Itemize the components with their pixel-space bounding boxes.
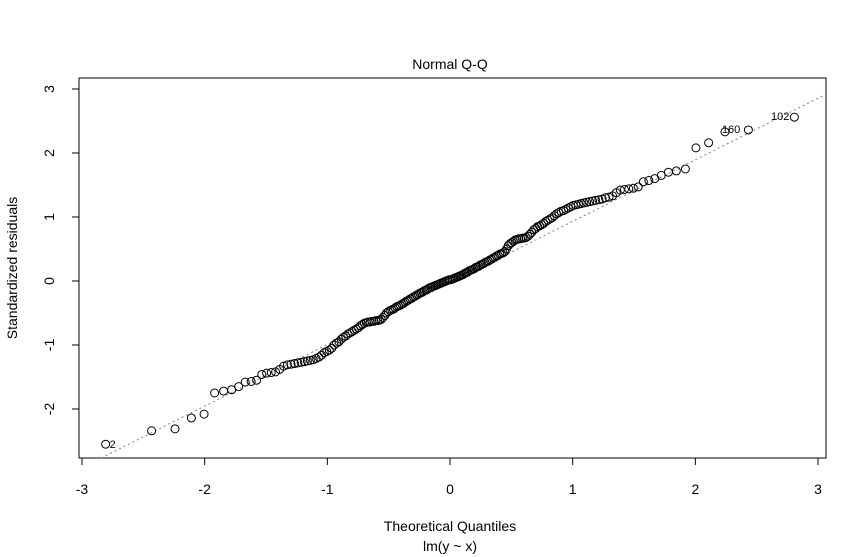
data-point	[633, 182, 643, 192]
y-tick-label: -1	[41, 339, 57, 352]
data-point	[543, 215, 553, 225]
data-point	[329, 340, 339, 350]
data-point	[619, 184, 629, 194]
data-point	[644, 176, 654, 186]
data-point	[314, 352, 324, 362]
y-tick-label: -2	[41, 403, 57, 416]
data-point	[282, 360, 292, 370]
y-axis-title: Standardized residuals	[4, 197, 20, 339]
x-tick-label: 3	[814, 481, 822, 497]
data-point	[663, 167, 673, 177]
x-tick-label: 1	[569, 481, 577, 497]
data-point	[671, 166, 681, 176]
point-label: 2	[110, 439, 116, 451]
data-point	[563, 203, 573, 213]
x-tick-label: -3	[76, 481, 89, 497]
data-point	[638, 177, 648, 187]
data-point	[296, 357, 306, 367]
data-point	[720, 127, 730, 137]
data-point	[743, 125, 753, 135]
data-point	[262, 368, 272, 378]
data-point	[604, 192, 614, 202]
data-point	[343, 329, 353, 339]
data-point	[240, 377, 250, 387]
point-label: 102	[771, 111, 789, 123]
data-point	[561, 204, 571, 214]
data-point	[257, 369, 267, 379]
data-point	[246, 376, 256, 386]
data-point	[293, 358, 303, 368]
data-point	[186, 413, 196, 423]
data-point	[286, 359, 296, 369]
y-axis: -2 -1 0 1 2 3	[41, 85, 80, 416]
data-point	[101, 439, 111, 449]
data-point	[252, 375, 262, 385]
data-point	[266, 368, 276, 378]
data-point	[210, 388, 220, 398]
data-point	[399, 298, 409, 308]
data-point	[691, 143, 701, 153]
data-point	[624, 184, 634, 194]
data-point	[147, 426, 157, 436]
y-tick-label: 0	[41, 277, 57, 285]
data-point	[591, 195, 601, 205]
chart-title: Normal Q-Q	[412, 56, 488, 72]
data-point	[566, 202, 576, 212]
data-point	[322, 346, 332, 356]
data-point	[789, 112, 799, 122]
x-axis-subtitle: lm(y ~ x)	[423, 538, 477, 554]
x-tick-label: 2	[691, 481, 699, 497]
data-point	[558, 206, 568, 216]
plot-frame	[78, 77, 827, 459]
data-point	[704, 138, 714, 148]
data-point	[290, 359, 300, 369]
data-point	[680, 164, 690, 174]
y-tick-label: 3	[41, 85, 57, 93]
data-point	[324, 345, 334, 355]
data-point	[549, 211, 559, 221]
data-point	[170, 424, 180, 434]
data-point	[588, 196, 598, 206]
data-point	[199, 409, 209, 419]
point-label: 160	[722, 124, 740, 136]
data-point	[219, 386, 229, 396]
y-tick-label: 2	[41, 149, 57, 157]
data-point	[336, 334, 346, 344]
points-group	[101, 112, 799, 449]
data-point	[327, 343, 337, 353]
x-axis: -3 -2 -1 0 1 2 3	[76, 457, 822, 497]
data-point	[628, 183, 638, 193]
data-point	[594, 195, 604, 205]
y-tick-label: 1	[41, 213, 57, 221]
data-point	[299, 357, 309, 367]
x-tick-label: -2	[198, 481, 211, 497]
x-tick-label: -1	[321, 481, 334, 497]
x-axis-title: Theoretical Quantiles	[384, 518, 516, 534]
x-tick-label: 0	[446, 481, 454, 497]
point-labels-group: 2 160 102	[110, 111, 790, 451]
data-point	[234, 382, 244, 392]
data-point	[615, 185, 625, 195]
data-point	[334, 337, 344, 347]
